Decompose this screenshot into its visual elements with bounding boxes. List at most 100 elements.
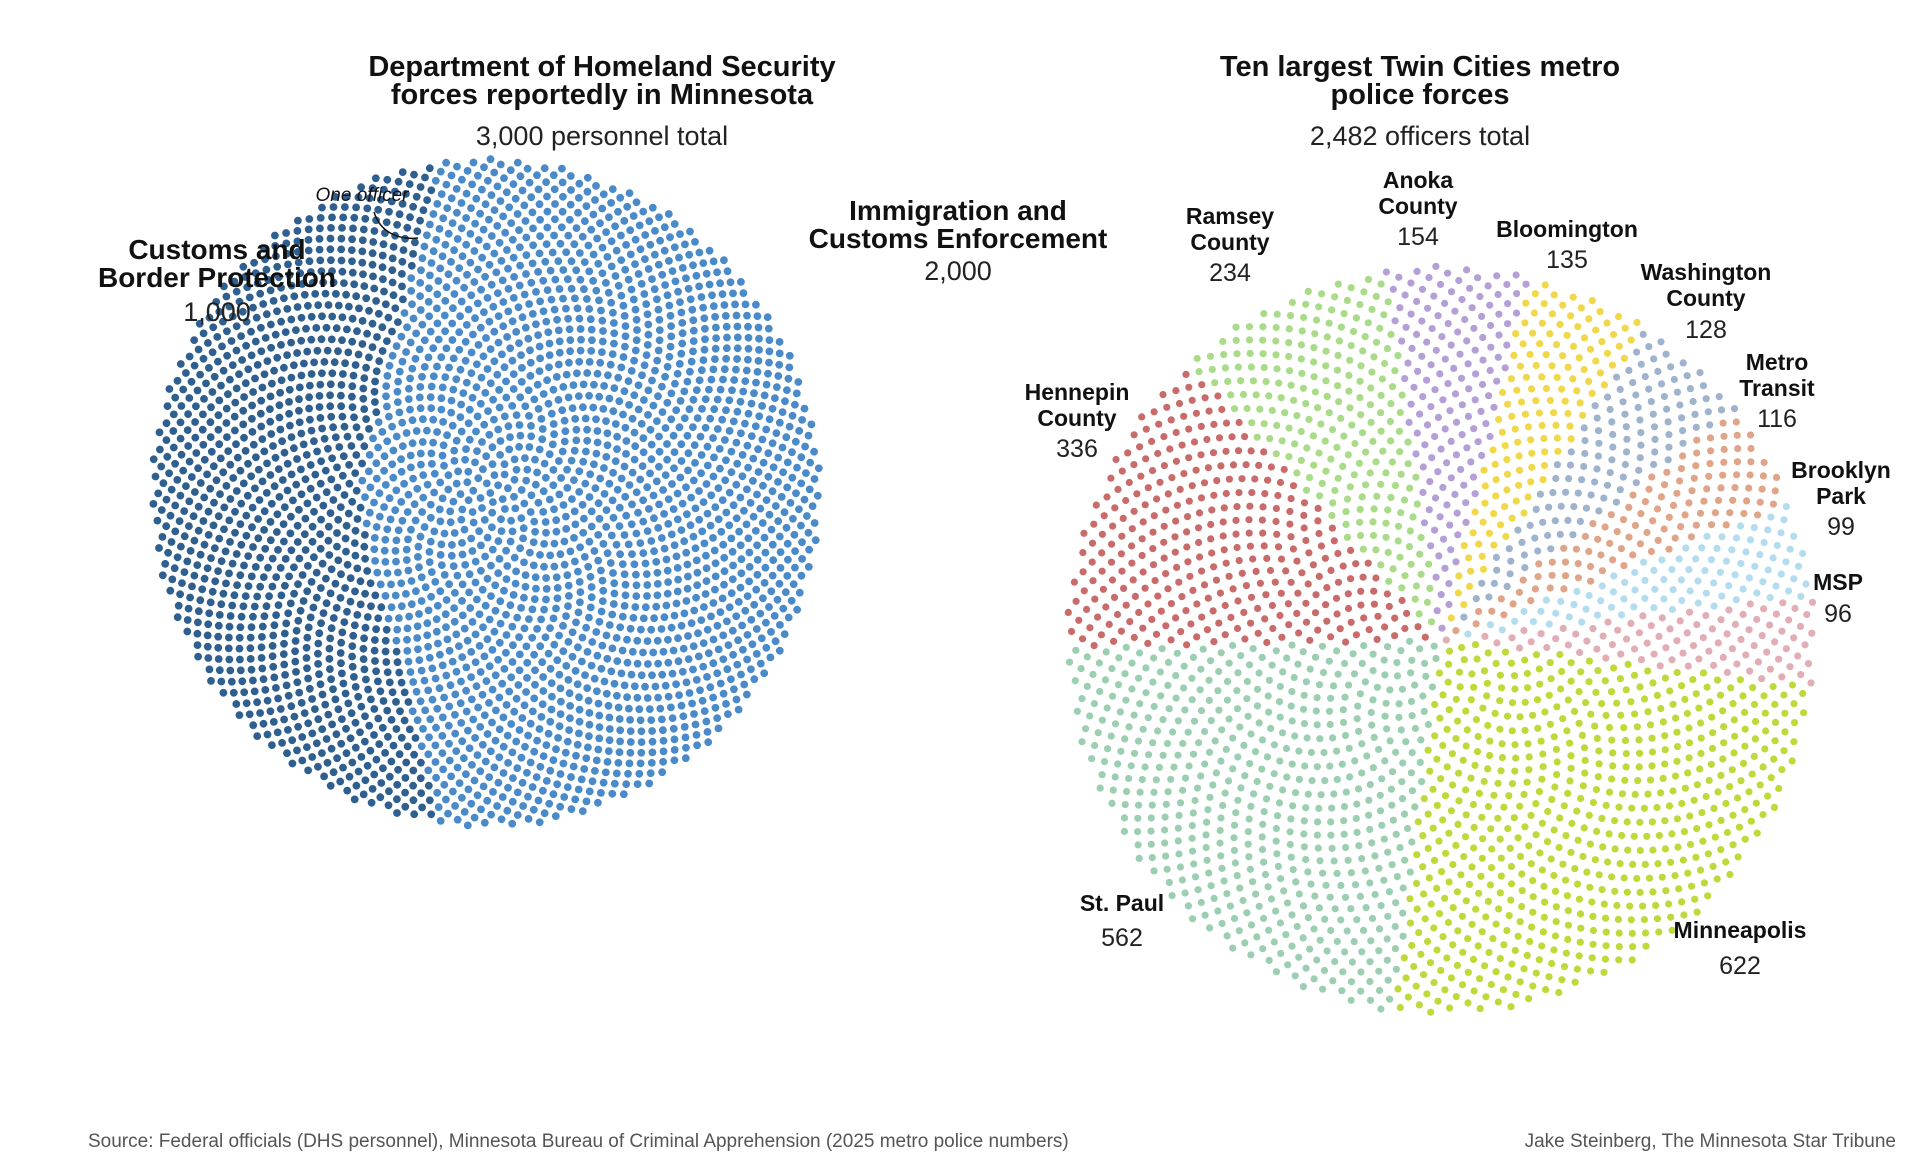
ramsey-county-dot (1426, 584, 1434, 593)
immigration-and-customs-enforcement-dot (402, 429, 411, 437)
ramsey-county-dot (1377, 480, 1385, 488)
customs-and-border-protection-dot (271, 330, 280, 339)
immigration-and-customs-enforcement-dot (755, 412, 764, 421)
msp-dot (1791, 604, 1799, 613)
customs-and-border-protection-dot (307, 312, 316, 321)
immigration-and-customs-enforcement-dot (631, 305, 640, 314)
customs-and-border-protection-dot (240, 433, 248, 442)
immigration-and-customs-enforcement-dot (539, 307, 548, 316)
immigration-and-customs-enforcement-dot (488, 646, 497, 654)
customs-and-border-protection-dot (216, 454, 225, 463)
minneapolis-dot (1424, 810, 1432, 818)
metro-transit-dot (1631, 521, 1639, 530)
immigration-and-customs-enforcement-dot (515, 443, 523, 451)
immigration-and-customs-enforcement-dot (808, 502, 817, 510)
immigration-and-customs-enforcement-dot (452, 667, 461, 676)
st-paul-dot (1322, 881, 1330, 889)
anoka-county-dot (1447, 437, 1455, 445)
immigration-and-customs-enforcement-dot (525, 412, 533, 420)
immigration-and-customs-enforcement-dot (566, 336, 575, 344)
immigration-and-customs-enforcement-dot (519, 524, 528, 533)
immigration-and-customs-enforcement-dot (681, 754, 690, 763)
immigration-and-customs-enforcement-dot (468, 618, 477, 626)
customs-and-border-protection-dot (322, 574, 330, 583)
immigration-and-customs-enforcement-dot (530, 747, 539, 756)
immigration-and-customs-enforcement-dot (690, 710, 698, 718)
immigration-and-customs-enforcement-dot (500, 412, 509, 421)
washington-county-dot (1657, 380, 1666, 388)
immigration-and-customs-enforcement-dot (629, 295, 638, 304)
brooklyn-park-dot (1677, 576, 1685, 584)
immigration-and-customs-enforcement-dot (609, 468, 617, 477)
immigration-and-customs-enforcement-dot (374, 443, 382, 452)
st-paul-dot (1156, 668, 1164, 676)
washington-county-dot (1616, 385, 1624, 393)
ramsey-county-dot (1321, 437, 1329, 445)
msp-dot (1739, 610, 1747, 619)
hennepin-county-dot (1072, 597, 1080, 605)
customs-and-border-protection-dot (346, 734, 355, 743)
immigration-and-customs-enforcement-dot (445, 646, 454, 655)
immigration-and-customs-enforcement-dot (476, 209, 484, 218)
immigration-and-customs-enforcement-dot (598, 597, 607, 605)
immigration-and-customs-enforcement-dot (493, 802, 501, 810)
immigration-and-customs-enforcement-dot (522, 270, 530, 278)
brooklyn-park-dot (1573, 587, 1581, 596)
immigration-and-customs-enforcement-dot (599, 540, 608, 548)
bloomington-dot (1564, 409, 1572, 418)
ramsey-county-dot (1302, 400, 1310, 408)
immigration-and-customs-enforcement-dot (550, 539, 559, 548)
immigration-and-customs-enforcement-dot (688, 699, 696, 708)
customs-and-border-protection-dot (305, 215, 314, 223)
immigration-and-customs-enforcement-dot (728, 547, 737, 556)
customs-and-border-protection-dot (308, 537, 317, 546)
hennepin-county-dot (1176, 485, 1184, 493)
metro-transit-dot (1731, 484, 1739, 492)
immigration-and-customs-enforcement-dot (366, 483, 375, 492)
ramsey-county-dot (1343, 296, 1351, 304)
immigration-and-customs-enforcement-dot (471, 458, 479, 467)
immigration-and-customs-enforcement-dot (552, 573, 561, 582)
minneapolis-dot (1484, 897, 1492, 906)
immigration-and-customs-enforcement-dot (720, 567, 729, 576)
st-paul-dot (1249, 645, 1257, 653)
customs-and-border-protection-dot (336, 594, 345, 602)
immigration-and-customs-enforcement-dot (626, 738, 635, 746)
immigration-and-customs-enforcement-dot (532, 320, 540, 329)
msp-dot (1771, 638, 1779, 646)
st-paul-dot (1239, 896, 1247, 905)
immigration-and-customs-enforcement-dot (678, 667, 687, 676)
st-paul-dot (1178, 876, 1186, 884)
minneapolis-dot (1419, 832, 1427, 840)
customs-and-border-protection-dot (259, 719, 268, 728)
immigration-and-customs-enforcement-dot (616, 737, 624, 746)
ramsey-county-dot (1328, 306, 1336, 314)
customs-and-border-protection-dot (186, 593, 195, 602)
hennepin-county-dot (1117, 627, 1125, 635)
immigration-and-customs-enforcement-dot (462, 321, 471, 329)
immigration-and-customs-enforcement-dot (798, 555, 806, 563)
st-paul-dot (1181, 889, 1189, 897)
st-paul-dot (1386, 686, 1394, 694)
immigration-and-customs-enforcement-dot (775, 349, 784, 358)
st-paul-dot (1366, 825, 1374, 834)
ramsey-county-dot (1413, 500, 1421, 508)
customs-and-border-protection-dot (291, 657, 300, 666)
immigration-and-customs-enforcement-dot (521, 217, 530, 225)
st-paul-dot (1402, 738, 1410, 746)
immigration-and-customs-enforcement-dot (682, 743, 690, 752)
anoka-county-dot (1501, 364, 1509, 372)
hennepin-county-dot (1287, 495, 1295, 503)
st-paul-dot (1432, 654, 1440, 663)
immigration-and-customs-enforcement-dot (587, 225, 596, 234)
customs-and-border-protection-dot (338, 224, 346, 232)
ramsey-county-dot (1272, 450, 1280, 458)
minneapolis-dot (1413, 851, 1421, 859)
hennepin-county-dot (1209, 607, 1217, 615)
immigration-and-customs-enforcement-dot (683, 431, 692, 440)
hennepin-county-dot (1302, 618, 1311, 626)
hennepin-county-dot (1273, 530, 1281, 538)
customs-and-border-protection-dot (206, 433, 215, 441)
minneapolis-dot (1439, 816, 1447, 824)
immigration-and-customs-enforcement-dot (789, 580, 798, 589)
